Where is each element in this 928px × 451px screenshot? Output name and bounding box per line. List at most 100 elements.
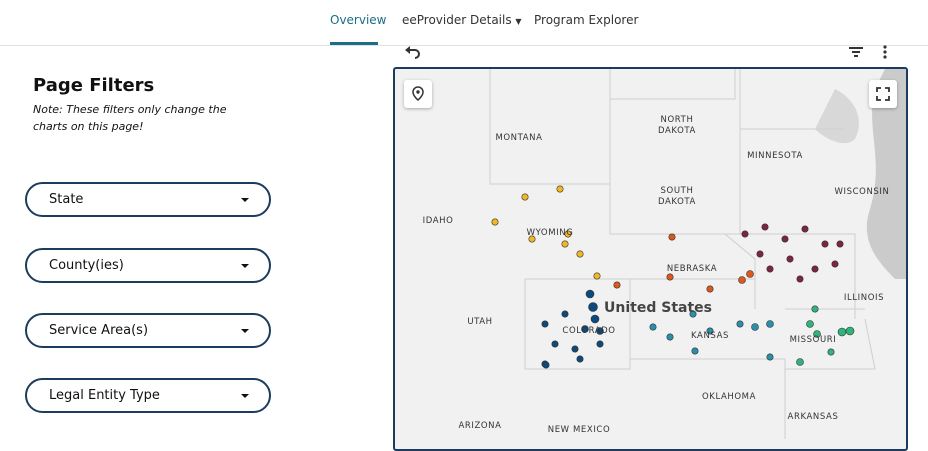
tab[interactable]: eeProvider Details ▼ <box>402 13 522 27</box>
map-point <box>845 326 855 336</box>
state-label: MINNESOTA <box>747 151 803 161</box>
map-point <box>576 355 584 363</box>
map-point <box>581 325 589 333</box>
map-point <box>706 285 714 293</box>
map-point <box>741 230 749 238</box>
map-point <box>738 276 746 284</box>
map-point <box>766 265 774 273</box>
map-point <box>541 320 549 328</box>
map-point <box>736 320 744 328</box>
map-point <box>801 225 809 233</box>
dropdown[interactable]: County(ies) <box>25 248 271 283</box>
map-point <box>751 323 759 331</box>
map-point <box>593 272 601 280</box>
map-point <box>564 230 572 238</box>
filters-title: Page Filters <box>33 75 155 96</box>
state-label: NEBRASKA <box>666 264 718 274</box>
state-label: SOUTH DAKOTA <box>658 186 696 207</box>
map-point <box>551 340 559 348</box>
borders <box>489 69 876 439</box>
dropdown[interactable]: Service Area(s) <box>25 313 271 348</box>
fullscreen-button[interactable] <box>869 80 897 108</box>
tab-label: eeProvider Details <box>402 13 512 27</box>
map-point <box>827 348 835 356</box>
map-point <box>561 310 569 318</box>
state-label: ILLINOIS <box>843 293 885 303</box>
map-point <box>831 260 839 268</box>
state-label: MISSOURI <box>789 335 837 345</box>
more-icon[interactable] <box>880 44 890 60</box>
map-point <box>836 240 844 248</box>
undo-icon[interactable] <box>404 44 422 60</box>
caret <box>241 198 249 202</box>
map-point <box>837 327 847 337</box>
border <box>630 278 786 439</box>
dropdown[interactable]: State <box>25 182 271 217</box>
tab[interactable]: Program Explorer <box>534 13 639 27</box>
border <box>489 69 611 185</box>
active-tab-indicator <box>330 42 378 45</box>
page: {"nav": {"tabs": ["Overview", "eeProvide… <box>0 13 928 451</box>
state-label: COLORADO <box>562 326 616 336</box>
map-point <box>766 353 774 361</box>
border <box>524 278 631 370</box>
map-point <box>786 255 794 263</box>
map-point <box>761 223 769 231</box>
map-point <box>766 320 774 328</box>
map-point <box>576 250 584 258</box>
tab[interactable]: Overview <box>330 13 387 27</box>
map-point <box>666 333 674 341</box>
nav-divider <box>0 45 928 46</box>
caret <box>241 394 249 398</box>
map-point <box>528 235 536 243</box>
lake <box>815 89 859 144</box>
map[interactable]: MONTANA NORTH DAKOTA MINNESOTA SOUTH DAK… <box>393 67 908 451</box>
state-label: WISCONSIN <box>834 187 890 197</box>
map-point <box>689 310 697 318</box>
state-label: ARIZONA <box>458 421 502 431</box>
map-point <box>561 240 569 248</box>
locate-icon <box>412 86 424 101</box>
state-label: WYOMING <box>526 228 574 238</box>
map-point <box>571 345 579 353</box>
map-point <box>781 235 789 243</box>
map-point <box>542 361 550 369</box>
map-point <box>796 275 804 283</box>
lake <box>866 69 906 279</box>
state-label: OKLAHOMA <box>701 392 757 402</box>
map-point <box>590 314 600 324</box>
map-point <box>556 185 564 193</box>
map-point <box>649 323 657 331</box>
map-point <box>756 250 764 258</box>
state-label: NEW MEXICO <box>547 425 611 435</box>
dropdown-label: State <box>49 192 84 207</box>
map-point <box>613 281 621 289</box>
map-canvas <box>489 69 906 439</box>
map-point <box>691 347 699 355</box>
border <box>725 233 876 370</box>
border <box>610 69 736 100</box>
filters-note: Note: These filters only change the char… <box>33 103 227 133</box>
map-point <box>813 330 821 338</box>
map-point <box>668 233 676 241</box>
map-point <box>521 193 529 201</box>
border <box>739 69 845 234</box>
tab-caret: ▼ <box>515 17 522 26</box>
locate-button[interactable] <box>404 80 432 108</box>
map-point <box>588 302 598 312</box>
map-point <box>596 340 604 348</box>
map-point <box>666 273 674 281</box>
map-point <box>585 289 595 299</box>
dropdown-label: Legal Entity Type <box>49 388 160 403</box>
state-label: KANSAS <box>691 331 729 341</box>
map-point <box>491 218 499 226</box>
state-label: MONTANA <box>495 133 543 143</box>
map-point <box>806 320 814 328</box>
dropdown[interactable]: Legal Entity Type <box>25 378 271 413</box>
dropdown-label: County(ies) <box>49 258 124 273</box>
state-label: NORTH DAKOTA <box>658 115 696 136</box>
fullscreen-icon <box>876 87 890 101</box>
filter-icon[interactable] <box>848 45 864 59</box>
dropdown-label: Service Area(s) <box>49 323 149 338</box>
map-points <box>491 185 855 369</box>
